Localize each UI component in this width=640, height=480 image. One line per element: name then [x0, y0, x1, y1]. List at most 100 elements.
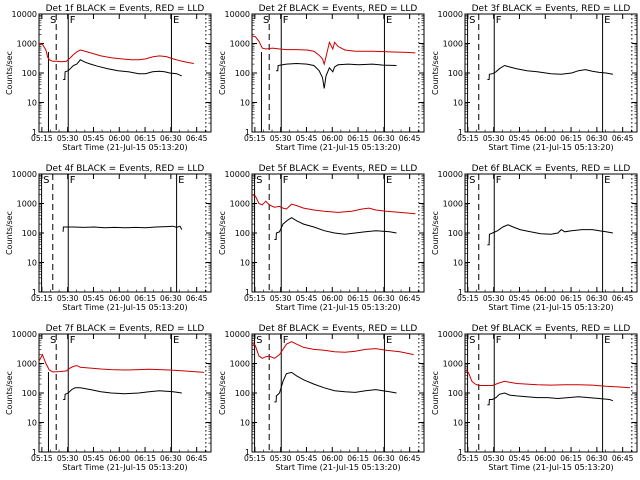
marker-label-f: F	[496, 175, 502, 186]
y-tick-label: 1	[32, 288, 37, 297]
x-axis-title: Start Time (21-Jul-15 05:13:20)	[62, 463, 187, 472]
y-tick-label: 100	[448, 229, 463, 238]
x-tick-label: 06:30	[586, 134, 608, 143]
x-tick-label: 05:45	[509, 134, 531, 143]
x-tick-label: 06:15	[347, 454, 369, 463]
x-tick-label: 06:30	[373, 134, 395, 143]
y-tick-label: 10	[453, 419, 463, 428]
marker-label-s: S	[469, 15, 475, 26]
x-tick-label: 05:15	[244, 454, 266, 463]
x-tick-label: 06:30	[160, 294, 182, 303]
x-axis-title: Start Time (21-Jul-15 05:13:20)	[275, 463, 400, 472]
x-tick-label: 06:00	[534, 134, 556, 143]
y-tick-label: 10000	[225, 330, 250, 339]
marker-label-e: E	[386, 15, 392, 26]
panel-det-3: Det 3f BLACK = Events, RED = LLD 1 10 100 10…	[431, 4, 638, 152]
panel-title: Det 7f BLACK = Events, RED = LLD	[46, 324, 205, 334]
marker-label-s: S	[469, 335, 475, 346]
series-events-line	[487, 392, 614, 406]
marker-label-f: F	[496, 15, 502, 26]
panel-title: Det 4f BLACK = Events, RED = LLD	[46, 164, 205, 174]
series-events-line	[63, 387, 182, 400]
y-tick-label: 100	[22, 229, 37, 238]
x-axis-title: Start Time (21-Jul-15 05:13:20)	[275, 303, 400, 312]
marker-label-s: S	[50, 335, 56, 346]
y-axis-title: Counts/sec	[5, 51, 14, 95]
y-tick-label: 1	[245, 128, 250, 137]
panel-det-8: Det 8f BLACK = Events, RED = LLD 1 10 100 10…	[218, 324, 425, 472]
y-tick-label: 100	[448, 69, 463, 78]
x-axis-title: Start Time (21-Jul-15 05:13:20)	[488, 463, 613, 472]
series-events-line	[487, 224, 613, 246]
y-axis-title: Counts/sec	[218, 51, 227, 95]
x-tick-label: 06:30	[373, 454, 395, 463]
y-axis-title: Counts/sec	[5, 371, 14, 415]
x-tick-label: 05:45	[509, 294, 531, 303]
panel-det-6: Det 6f BLACK = Events, RED = LLD 1 10 100 10…	[431, 164, 638, 312]
y-tick-label: 10000	[12, 10, 37, 19]
marker-label-e: E	[604, 15, 610, 26]
y-axis-title: Counts/sec	[431, 371, 440, 415]
y-tick-label: 1	[32, 128, 37, 137]
x-tick-label: 05:30	[270, 294, 292, 303]
x-tick-label: 06:15	[134, 134, 156, 143]
marker-label-s: S	[469, 175, 475, 186]
y-tick-label: 1	[458, 128, 463, 137]
x-tick-label: 06:15	[347, 134, 369, 143]
y-tick-label: 1	[458, 288, 463, 297]
panel-title: Det 2f BLACK = Events, RED = LLD	[259, 4, 418, 14]
y-tick-label: 10000	[438, 170, 463, 179]
y-tick-label: 1000	[443, 360, 463, 369]
y-tick-label: 100	[235, 69, 250, 78]
x-tick-label: 05:30	[483, 294, 505, 303]
y-tick-label: 10000	[225, 10, 250, 19]
marker-label-e: E	[604, 335, 610, 346]
marker-label-e: E	[173, 15, 179, 26]
series-lld-line	[251, 35, 416, 66]
panel-det-5: Det 5f BLACK = Events, RED = LLD 1 10 100 10…	[218, 164, 425, 312]
y-axis-title: Counts/sec	[5, 211, 14, 255]
y-tick-label: 1000	[17, 360, 37, 369]
marker-label-e: E	[178, 175, 184, 186]
panel-det-4: Det 4f BLACK = Events, RED = LLD 1 10 100 10…	[5, 164, 212, 312]
x-tick-label: 05:45	[83, 134, 105, 143]
x-tick-label: 06:45	[612, 294, 634, 303]
x-tick-label: 06:00	[108, 294, 130, 303]
x-tick-label: 05:45	[83, 294, 105, 303]
marker-label-f: F	[283, 175, 289, 186]
x-axis-title: Start Time (21-Jul-15 05:13:20)	[275, 143, 400, 152]
marker-label-e: E	[173, 335, 179, 346]
y-tick-label: 1	[245, 288, 250, 297]
x-tick-label: 06:30	[373, 294, 395, 303]
x-tick-label: 05:45	[296, 294, 318, 303]
y-tick-label: 10	[240, 99, 250, 108]
x-tick-label: 06:45	[186, 134, 208, 143]
y-tick-label: 10000	[12, 330, 37, 339]
x-tick-label: 06:30	[160, 454, 182, 463]
marker-label-e: E	[604, 175, 610, 186]
y-tick-label: 1000	[17, 40, 37, 49]
x-tick-label: 06:00	[321, 294, 343, 303]
y-tick-label: 1000	[230, 360, 250, 369]
y-tick-label: 1000	[443, 200, 463, 209]
x-tick-label: 05:45	[296, 134, 318, 143]
series-events-line	[274, 371, 397, 403]
series-lld-line	[251, 194, 416, 215]
x-tick-label: 05:45	[296, 454, 318, 463]
y-tick-label: 1	[32, 448, 37, 457]
x-tick-label: 06:45	[399, 294, 421, 303]
y-tick-label: 1	[245, 448, 250, 457]
y-tick-label: 100	[235, 229, 250, 238]
x-tick-label: 06:00	[534, 294, 556, 303]
x-tick-label: 05:45	[83, 454, 105, 463]
x-tick-label: 06:45	[399, 134, 421, 143]
y-tick-label: 10	[240, 259, 250, 268]
x-tick-label: 06:15	[560, 294, 582, 303]
y-tick-label: 10	[27, 99, 37, 108]
series-events-line	[274, 217, 397, 240]
x-tick-label: 05:30	[483, 454, 505, 463]
y-tick-label: 100	[22, 69, 37, 78]
x-tick-label: 06:30	[586, 294, 608, 303]
marker-label-s: S	[256, 335, 262, 346]
